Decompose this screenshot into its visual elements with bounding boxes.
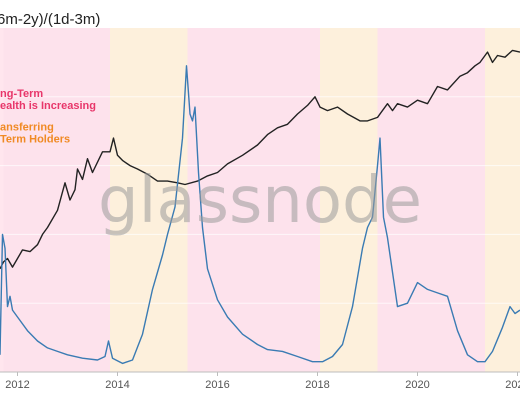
grid-lines (0, 96, 520, 304)
background-band-6 (485, 28, 520, 372)
x-axis: 2012 2014 2016 2018 2020 2022 (0, 371, 520, 391)
annotation-2: ansferring (0, 122, 54, 134)
background-band-2 (110, 28, 188, 372)
background-band-4 (320, 28, 378, 372)
background-band-1 (3, 28, 110, 372)
watermark: glassnode (98, 164, 422, 238)
annotation-3: Term Holders (0, 134, 70, 146)
background-band-3 (187, 28, 320, 372)
annotation-0: ng-Term (0, 88, 43, 100)
x-tick-label-0: 2012 (5, 379, 29, 391)
x-tick-label-2: 2016 (205, 379, 229, 391)
series-line-0 (0, 49, 520, 270)
x-tick-label-4: 2020 (405, 379, 429, 391)
series-line-1 (0, 65, 520, 365)
x-tick-label-5: 2022 (505, 379, 520, 391)
x-tick-label-3: 2018 (305, 379, 329, 391)
background-bands (0, 28, 520, 372)
watermark-group: glassnode (98, 164, 422, 238)
annotation-1: ealth is Increasing (0, 100, 96, 112)
background-band-0 (0, 28, 4, 372)
series-lines (0, 49, 520, 365)
chart-title: 6m-2y)/(1d-3m) (0, 11, 100, 28)
background-band-5 (377, 28, 485, 372)
x-tick-label-1: 2014 (105, 379, 129, 391)
